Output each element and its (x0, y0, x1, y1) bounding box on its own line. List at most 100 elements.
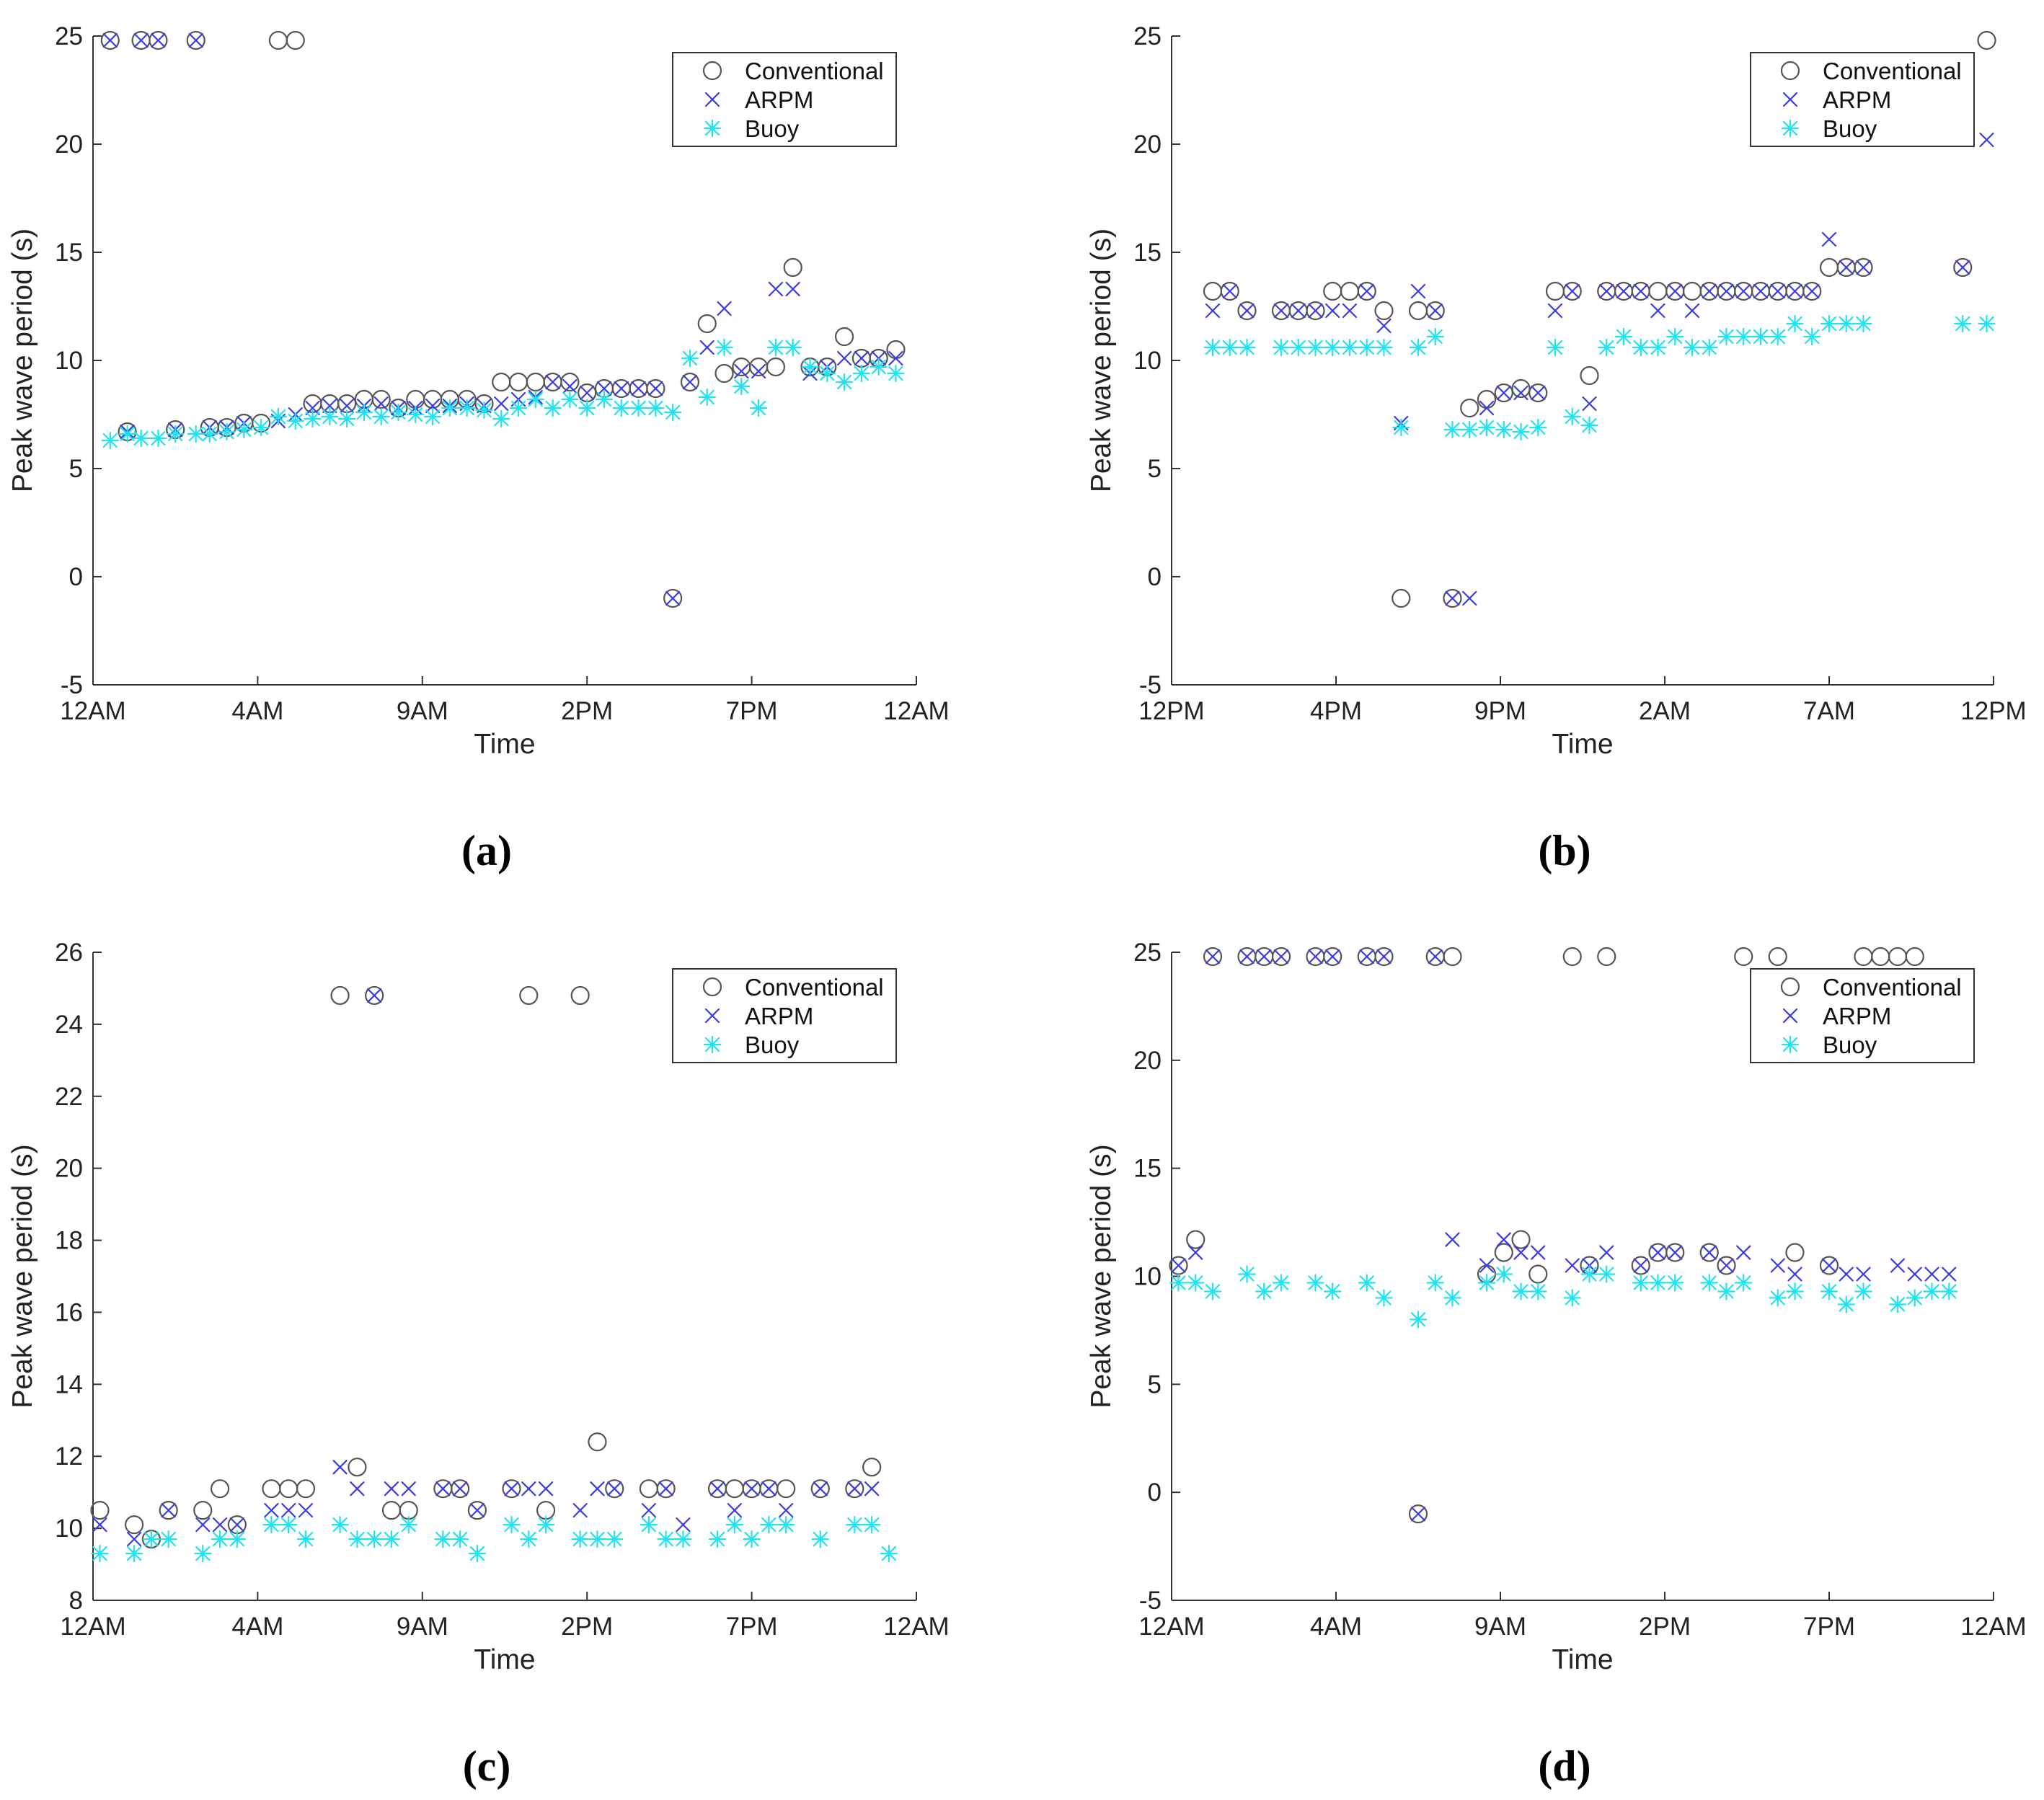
data-point-buoy (91, 1544, 109, 1563)
data-point-buoy (1700, 338, 1718, 357)
data-point-conventional (451, 1479, 470, 1499)
data-point-buoy (1443, 420, 1461, 439)
data-point-buoy (1289, 338, 1307, 357)
data-point-buoy (286, 412, 304, 430)
data-point-buoy (647, 399, 665, 417)
x-marker-icon (704, 1008, 720, 1024)
data-point-buoy (304, 409, 322, 428)
data-point-conventional (862, 1458, 882, 1477)
data-point-buoy (1546, 338, 1565, 357)
data-point-arpm (188, 32, 203, 48)
data-point-conventional (508, 372, 528, 392)
data-point-conventional (502, 1479, 521, 1499)
data-point-arpm (504, 1481, 519, 1497)
data-point-conventional (886, 340, 906, 360)
legend-label-buoy: Buoy (1823, 115, 1877, 142)
data-point-buoy (1751, 327, 1770, 346)
y-tick-label: 16 (55, 1298, 83, 1326)
series-buoy (101, 338, 905, 450)
data-point-conventional (125, 1515, 144, 1535)
data-point-buoy (423, 407, 442, 426)
data-point-conventional (1854, 257, 1873, 278)
x-axis-title: Time (474, 1644, 535, 1675)
data-point-buoy (1717, 327, 1735, 346)
data-point-buoy (811, 1530, 829, 1548)
data-point-buoy (200, 425, 218, 443)
data-point-conventional (381, 1501, 402, 1520)
data-point-arpm (658, 1481, 673, 1497)
data-point-buoy (434, 1530, 452, 1548)
data-point-conventional (1528, 1264, 1548, 1284)
data-point-buoy (1683, 338, 1702, 357)
data-point-conventional (1665, 1243, 1685, 1262)
data-point-conventional (714, 363, 734, 384)
data-point-arpm (1325, 949, 1340, 965)
data-point-buoy (252, 418, 270, 437)
x-tick-label: 7PM (1803, 1613, 1855, 1641)
data-point-conventional (1511, 1230, 1531, 1249)
data-point-buoy (1854, 1282, 1872, 1300)
y-axis-title: Peak wave period (s) (1086, 229, 1117, 492)
data-point-buoy (863, 1516, 881, 1534)
x-tick-label: 12AM (60, 697, 125, 725)
data-point-buoy (321, 407, 339, 426)
data-point-conventional (1460, 398, 1479, 418)
data-point-conventional (1443, 588, 1462, 608)
data-point-arpm (1650, 1245, 1665, 1260)
data-point-conventional (1888, 946, 1908, 967)
data-point-conventional (1977, 30, 1996, 50)
data-point-arpm (1736, 1245, 1751, 1260)
data-point-conventional (268, 30, 288, 50)
data-point-buoy (526, 390, 544, 409)
data-point-arpm (768, 281, 784, 297)
data-point-buoy (1187, 1274, 1205, 1292)
data-point-buoy (1649, 1274, 1667, 1292)
panel-label: (a) (461, 827, 512, 874)
data-point-buoy (1820, 1282, 1839, 1300)
data-point-arpm (854, 350, 869, 366)
data-point-buoy (280, 1516, 298, 1534)
data-point-arpm (1496, 385, 1511, 401)
data-point-buoy (1888, 1295, 1907, 1313)
data-point-buoy (1529, 418, 1547, 437)
data-point-buoy (1375, 338, 1393, 357)
data-point-buoy (743, 1530, 761, 1548)
data-point-buoy (681, 349, 699, 368)
data-point-conventional (526, 372, 545, 392)
data-point-arpm (1702, 283, 1717, 299)
data-point-buoy (578, 399, 596, 417)
data-point-conventional (159, 1501, 178, 1520)
data-point-buoy (766, 338, 785, 357)
y-tick-label: 20 (55, 1155, 83, 1183)
data-point-buoy (1923, 1282, 1941, 1300)
data-point-conventional (1871, 946, 1890, 967)
data-point-buoy (835, 373, 854, 391)
data-point-buoy (606, 1530, 624, 1548)
data-point-conventional (1768, 946, 1787, 967)
data-point-buoy (1324, 338, 1342, 357)
asterisk-marker-icon (1781, 119, 1800, 138)
data-point-arpm (229, 1517, 244, 1533)
data-point-arpm (1496, 1232, 1511, 1247)
data-point-buoy (211, 1530, 229, 1548)
data-point-buoy (1203, 338, 1222, 357)
data-point-arpm (1428, 949, 1443, 965)
data-point-arpm (813, 1481, 828, 1497)
data-point-conventional (1237, 301, 1257, 321)
data-point-arpm (1650, 303, 1665, 319)
data-point-buoy (441, 399, 459, 417)
data-point-conventional (1905, 946, 1924, 967)
data-point-buoy (382, 1530, 401, 1548)
data-point-arpm (1668, 283, 1683, 299)
data-point-conventional (1323, 946, 1342, 967)
data-point-arpm (332, 1460, 348, 1475)
data-point-buoy (475, 401, 493, 420)
data-point-arpm (1599, 283, 1614, 299)
data-point-arpm (1239, 303, 1255, 319)
data-point-conventional (834, 327, 854, 347)
data-point-arpm (1633, 283, 1648, 299)
data-point-buoy (1255, 1282, 1273, 1300)
data-point-buoy (1512, 422, 1530, 441)
